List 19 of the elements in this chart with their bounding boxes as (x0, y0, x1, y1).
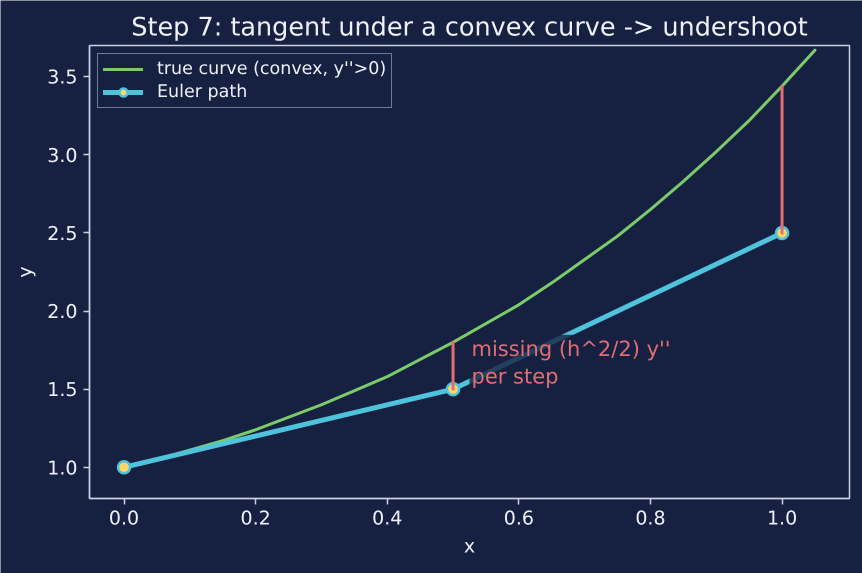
point (116, 460, 132, 474)
y-tick-label: 2.5 (47, 222, 78, 245)
x-tick-label: 0.4 (372, 508, 402, 530)
y-tick-label: 3.5 (47, 66, 78, 89)
legend-label: true curve (convex, y''>0) (157, 59, 386, 79)
y-tick-label: 1.5 (47, 379, 78, 402)
annotation: missing (h^2/2) y'' per step (472, 336, 671, 388)
x-tick-label: 0.6 (504, 508, 534, 530)
x-tick-label: 0.2 (240, 508, 271, 530)
y-axis-title: y (14, 266, 36, 278)
y-tick-label: 1.0 (47, 457, 78, 480)
x-axis-title: x (464, 536, 476, 558)
y-tick-label: 3.0 (47, 144, 78, 167)
y-tick-label: 2.0 (47, 301, 78, 324)
x-tick-label: 0.0 (108, 508, 140, 530)
x-tick-label: 0.8 (635, 508, 666, 530)
chart-title: Step 7: tangent under a convex curve -> undershoot (131, 12, 808, 42)
x-tick-label: 1.0 (766, 508, 798, 530)
legend-label: Euler path (157, 82, 248, 102)
